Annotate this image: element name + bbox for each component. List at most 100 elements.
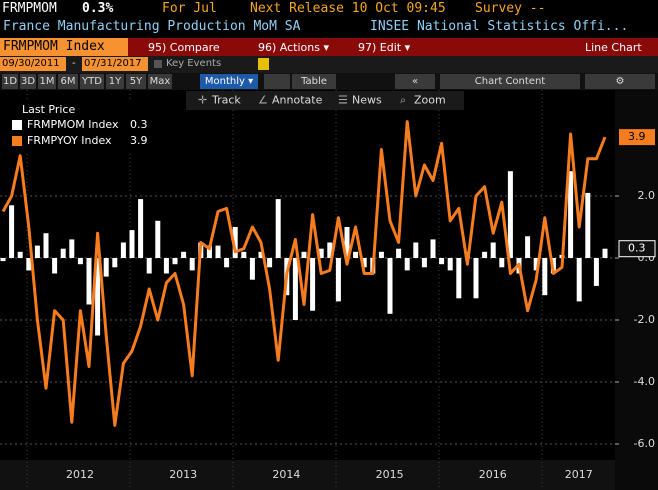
bar <box>473 258 479 299</box>
bar <box>378 251 384 258</box>
x-tick-label: 2017 <box>565 468 593 481</box>
bar <box>439 258 445 265</box>
tool-icon[interactable]: ∠ <box>258 94 268 107</box>
legend-swatch <box>12 120 22 130</box>
tool-button[interactable]: Track <box>211 94 241 107</box>
actions-menu[interactable]: 96) Actions ▾ <box>258 41 329 54</box>
end-date-box[interactable] <box>82 57 148 71</box>
start-date[interactable]: 09/30/2011 <box>2 58 60 69</box>
bar <box>112 258 118 268</box>
bar <box>602 248 608 258</box>
bar <box>249 258 255 280</box>
legend-value: 0.3 <box>130 118 148 131</box>
tool-bar <box>186 91 464 110</box>
bar <box>318 248 324 258</box>
bar <box>69 239 75 258</box>
last-value: 0.3% <box>82 1 114 16</box>
legend-title: Last Price <box>22 103 75 116</box>
bar <box>17 251 23 258</box>
tool-button[interactable]: News <box>352 94 382 107</box>
ticker: FRMPMOM <box>2 1 57 16</box>
bar <box>576 258 582 302</box>
bar <box>206 245 212 258</box>
tool-icon[interactable]: ✛ <box>198 94 207 107</box>
y-tick-label: -4.0 <box>634 375 655 388</box>
menu-bar <box>0 38 658 56</box>
range-button[interactable]: 6M <box>58 74 78 89</box>
edit-menu[interactable]: 97) Edit ▾ <box>358 41 411 54</box>
range-button[interactable]: 1D <box>2 74 18 89</box>
bar <box>456 258 462 299</box>
bar <box>421 258 427 268</box>
bar <box>43 233 49 258</box>
range-button[interactable]: 1M <box>38 74 56 89</box>
range-button[interactable]: 3D <box>20 74 36 89</box>
last-value-label: 3.9 <box>628 130 646 143</box>
x-tick-label: 2013 <box>169 468 197 481</box>
range-button[interactable]: 5Y <box>126 74 146 89</box>
frequency[interactable]: Monthly ▾ <box>200 74 258 89</box>
key-events-checkbox[interactable] <box>154 60 162 68</box>
tool-button[interactable]: Zoom <box>414 94 446 107</box>
range-button[interactable]: 1Y <box>106 74 124 89</box>
header-row <box>0 0 658 38</box>
chart-type: Line Chart <box>585 41 642 54</box>
x-tick-label: 2012 <box>66 468 94 481</box>
legend-swatch <box>12 136 22 146</box>
bar <box>181 251 187 258</box>
bar <box>413 242 419 258</box>
collapse-button[interactable]: « <box>395 74 435 89</box>
legend-entry: FRMPYOY Index <box>27 134 112 147</box>
bar <box>224 258 230 268</box>
bar <box>430 239 436 258</box>
security-box[interactable] <box>0 38 128 56</box>
last-value-label: 0.3 <box>628 242 646 255</box>
bar <box>95 258 101 336</box>
bar <box>568 171 574 258</box>
bar <box>335 258 341 302</box>
date-row <box>0 56 658 73</box>
chart-icon[interactable] <box>264 74 290 89</box>
security-field[interactable]: FRMPMOM Index <box>3 39 105 54</box>
date-separator: - <box>72 58 76 69</box>
bar <box>327 242 333 258</box>
compare-menu[interactable]: 95) Compare <box>148 41 220 54</box>
bar <box>189 258 195 271</box>
x-tick-label: 2014 <box>272 468 300 481</box>
source: INSEE National Statistics Offi... <box>370 19 629 34</box>
bar <box>482 251 488 258</box>
tool-icon[interactable]: ⌕ <box>400 94 406 107</box>
key-events[interactable]: Key Events <box>166 58 222 69</box>
bar <box>292 258 298 320</box>
bar <box>593 258 599 286</box>
bar <box>490 242 496 258</box>
bar <box>404 258 410 271</box>
chart-content[interactable]: Chart Content <box>440 74 580 89</box>
range-button[interactable]: Max <box>148 74 172 89</box>
info-icon[interactable] <box>258 58 269 70</box>
bar <box>120 242 126 258</box>
bar <box>172 258 178 265</box>
range-button[interactable]: YTD <box>80 74 104 89</box>
table-button[interactable]: Table <box>292 74 336 89</box>
x-tick-label: 2016 <box>479 468 507 481</box>
bar <box>585 192 591 258</box>
y-tick-label: -6.0 <box>634 437 655 450</box>
tool-button[interactable]: Annotate <box>272 94 323 107</box>
bar <box>447 258 453 271</box>
bar <box>163 258 169 274</box>
bar <box>396 248 402 258</box>
axis-strip <box>615 90 658 490</box>
bar <box>542 258 548 296</box>
bar <box>267 258 273 268</box>
settings[interactable]: ⚙ <box>585 74 655 89</box>
tool-icon[interactable]: ☰ <box>338 94 348 107</box>
period: For Jul <box>162 1 217 16</box>
end-date[interactable]: 07/31/2017 <box>84 58 142 69</box>
start-date-box[interactable] <box>0 57 66 71</box>
bar <box>86 258 92 305</box>
bar <box>258 251 264 258</box>
bar <box>26 258 32 271</box>
bar <box>387 258 393 314</box>
bar <box>275 199 281 258</box>
